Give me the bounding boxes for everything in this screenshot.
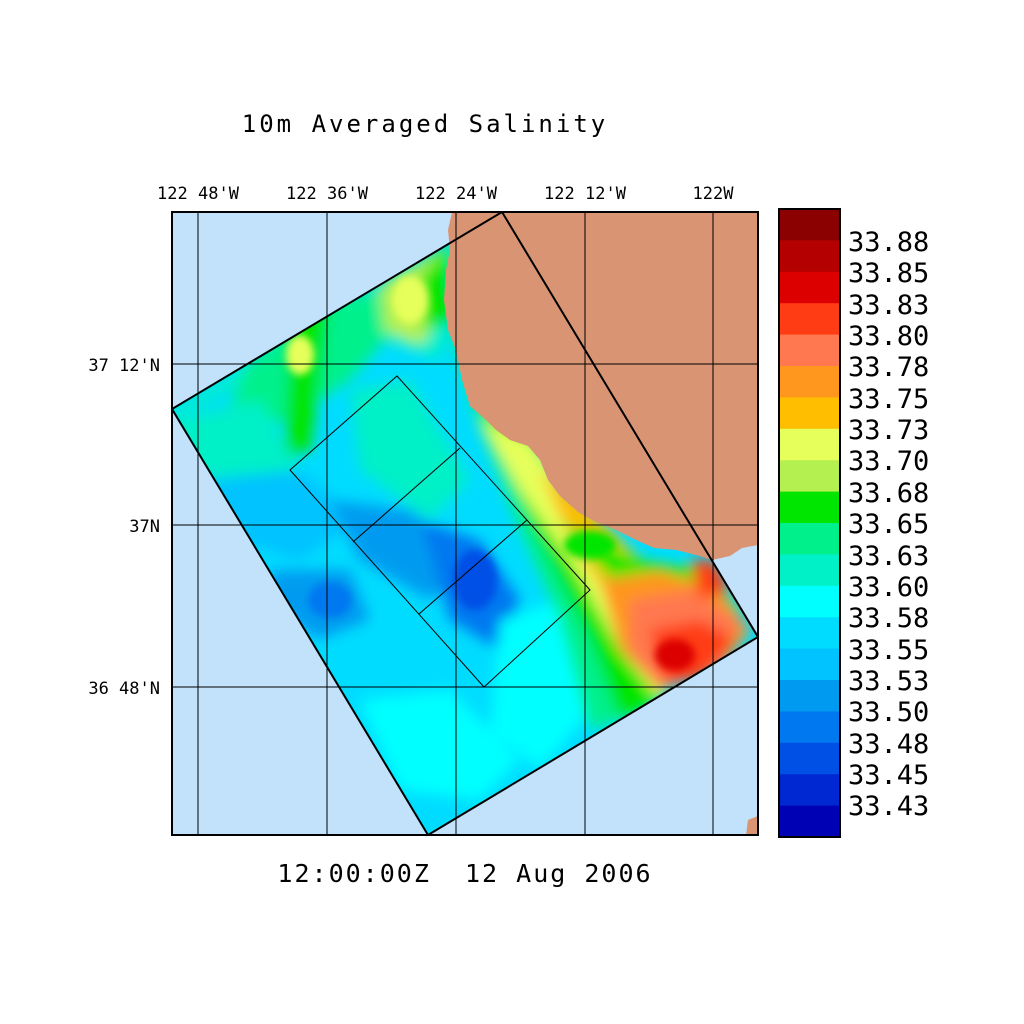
colorbar-swatch xyxy=(779,805,840,838)
colorbar-swatch xyxy=(779,397,840,430)
colorbar-label-18: 33.45 xyxy=(848,760,929,791)
colorbar-label-5: 33.78 xyxy=(848,352,929,383)
colorbar-label-9: 33.68 xyxy=(848,478,929,509)
colorbar-swatch xyxy=(779,585,840,618)
colorbar-swatch xyxy=(779,554,840,587)
colorbar-swatch xyxy=(779,491,840,524)
colorbar-label-15: 33.53 xyxy=(848,666,929,697)
colorbar-border xyxy=(778,208,841,838)
colorbar-label-4: 33.80 xyxy=(848,321,929,352)
colorbar: 33.88 33.85 33.83 33.80 33.78 33.75 33.7… xyxy=(778,208,929,838)
colorbar-label-19: 33.43 xyxy=(848,791,929,822)
small-island xyxy=(746,816,758,835)
lon-label-2: 122 36'W xyxy=(286,184,369,204)
colorbar-label-16: 33.50 xyxy=(848,697,929,728)
colorbar-swatch xyxy=(779,366,840,398)
lat-label-2: 37N xyxy=(129,517,160,537)
map-area xyxy=(172,212,758,835)
colorbar-label-2: 33.85 xyxy=(848,258,929,289)
colorbar-swatch xyxy=(779,428,840,461)
colorbar-label-1: 33.88 xyxy=(848,227,929,258)
colorbar-swatch xyxy=(779,742,840,775)
colorbar-swatch xyxy=(779,680,840,712)
colorbar-swatch xyxy=(779,617,840,650)
graticule xyxy=(172,212,758,835)
lon-label-1: 122 48'W xyxy=(157,184,240,204)
land-mass xyxy=(444,212,758,560)
colorbar-label-14: 33.55 xyxy=(848,635,929,666)
colorbar-swatches xyxy=(779,209,840,838)
colorbar-label-12: 33.60 xyxy=(848,572,929,603)
lon-label-4: 122 12'W xyxy=(544,184,627,204)
colorbar-swatch xyxy=(779,209,840,241)
colorbar-swatch xyxy=(779,240,840,273)
lat-label-1: 37 12'N xyxy=(88,356,160,376)
colorbar-swatch xyxy=(779,711,840,744)
colorbar-label-8: 33.70 xyxy=(848,446,929,477)
colorbar-label-13: 33.58 xyxy=(848,603,929,634)
colorbar-label-17: 33.48 xyxy=(848,729,929,760)
latitude-labels: 37 12'N 37N 36 48'N xyxy=(88,356,160,699)
map-frame xyxy=(171,211,759,836)
lon-label-5: 122W xyxy=(693,184,735,204)
colorbar-swatch xyxy=(779,523,840,555)
colorbar-label-6: 33.75 xyxy=(848,384,929,415)
colorbar-labels: 33.88 33.85 33.83 33.80 33.78 33.75 33.7… xyxy=(848,227,929,822)
map-title: 10m Averaged Salinity xyxy=(242,110,608,138)
colorbar-swatch xyxy=(779,648,840,681)
colorbar-label-7: 33.73 xyxy=(848,415,929,446)
colorbar-swatch xyxy=(779,334,840,367)
inner-boxes xyxy=(289,375,591,688)
colorbar-label-11: 33.63 xyxy=(848,541,929,572)
longitude-labels: 122 48'W 122 36'W 122 24'W 122 12'W 122W xyxy=(157,184,734,204)
colorbar-swatch xyxy=(779,303,840,336)
lon-label-3: 122 24'W xyxy=(415,184,498,204)
time-label: 12:00:00Z 12 Aug 2006 xyxy=(277,859,652,888)
lat-label-3: 36 48'N xyxy=(88,679,160,699)
model-domain-outline xyxy=(172,212,758,835)
colorbar-swatch xyxy=(779,774,840,807)
colorbar-label-10: 33.65 xyxy=(848,509,929,540)
colorbar-swatch xyxy=(779,271,840,304)
colorbar-swatch xyxy=(779,460,840,493)
colorbar-label-3: 33.83 xyxy=(848,290,929,321)
